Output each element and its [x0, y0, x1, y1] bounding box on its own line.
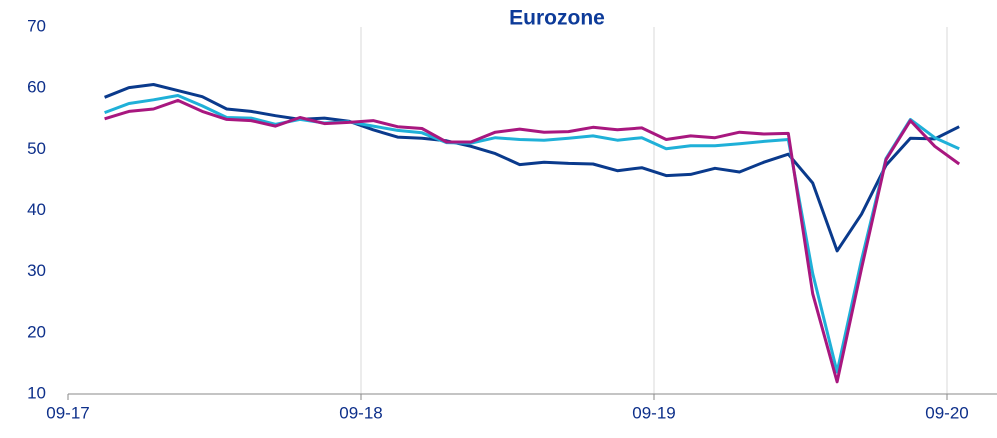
- x-tick-label: 09-20: [925, 403, 968, 422]
- x-tick-label: 09-18: [339, 403, 382, 422]
- series-line: [104, 83, 960, 253]
- series-line: [104, 98, 961, 384]
- y-tick-label: 20: [27, 322, 46, 341]
- series-line: [104, 94, 960, 374]
- chart-title: Eurozone: [509, 7, 605, 30]
- x-tick-label: 09-17: [46, 403, 89, 422]
- y-tick-label: 40: [27, 200, 46, 219]
- y-tick-label: 30: [27, 261, 46, 280]
- y-tick-label: 10: [27, 383, 46, 402]
- y-tick-label: 50: [27, 139, 46, 158]
- y-tick-label: 60: [27, 78, 46, 97]
- x-tick-label: 09-19: [632, 403, 675, 422]
- y-tick-label: 70: [27, 16, 46, 35]
